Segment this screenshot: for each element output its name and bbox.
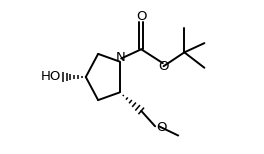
Text: HO: HO xyxy=(41,71,61,83)
Text: O: O xyxy=(158,61,169,73)
Text: O: O xyxy=(156,121,166,134)
Text: N: N xyxy=(116,51,125,64)
Text: O: O xyxy=(136,10,147,23)
